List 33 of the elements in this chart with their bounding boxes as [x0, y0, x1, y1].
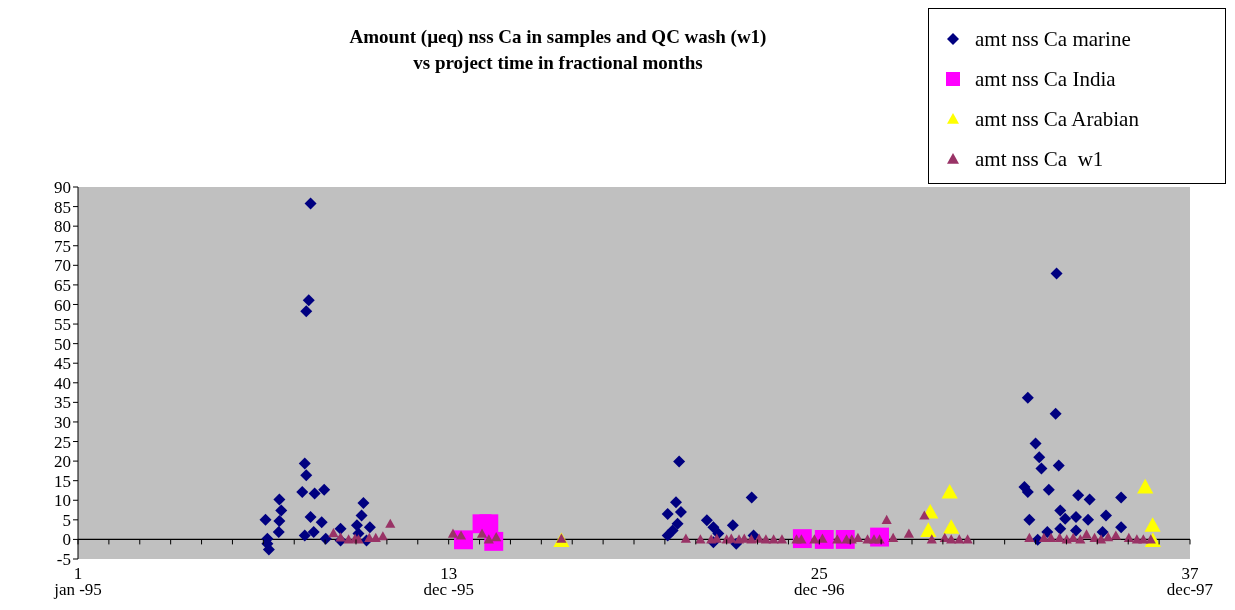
text: dec -95	[423, 580, 474, 599]
y-tick-label: 80	[54, 217, 71, 237]
x-tick-label: 37	[1181, 564, 1199, 583]
y-tick-label: 5	[62, 510, 71, 530]
text: jan -95	[53, 580, 102, 599]
y-tick-label: 70	[54, 256, 71, 276]
text: dec-97	[1166, 580, 1214, 599]
x-tick-label: 13	[440, 564, 458, 583]
legend-label: amt nss Ca marine	[975, 26, 1131, 52]
text: dec -96	[794, 580, 845, 599]
y-tick-label: -5	[56, 550, 71, 570]
y-tick-label: 35	[54, 393, 71, 413]
chart-title: Amount (µeq) nss Ca in samples and QC wash (w1) vs project time in fractional months	[348, 25, 768, 75]
legend-label: amt nss Ca India	[975, 66, 1116, 92]
y-tick-label: 45	[54, 354, 71, 374]
y-tick-label: 50	[54, 334, 71, 354]
y-tick-label: 10	[54, 491, 71, 511]
legend-label: amt nss Ca w1	[975, 146, 1104, 172]
y-tick-label: 0	[62, 530, 71, 550]
y-tick-label: 30	[54, 412, 71, 432]
y-tick-label: 25	[54, 432, 71, 452]
y-tick-label: 15	[54, 471, 71, 491]
y-tick-label: 75	[54, 236, 71, 256]
y-tick-label: 60	[54, 295, 71, 315]
x-tick-label: 1	[73, 564, 83, 583]
y-tick-label: 85	[54, 197, 71, 217]
legend-label: amt nss Ca Arabian	[975, 106, 1139, 132]
y-tick-label: 90	[54, 178, 71, 198]
y-tick-label: 40	[54, 373, 71, 393]
x-tick-label: 25	[810, 564, 828, 583]
y-tick-label: 20	[54, 452, 71, 472]
y-tick-label: 55	[54, 315, 71, 335]
y-tick-label: 65	[54, 275, 71, 295]
